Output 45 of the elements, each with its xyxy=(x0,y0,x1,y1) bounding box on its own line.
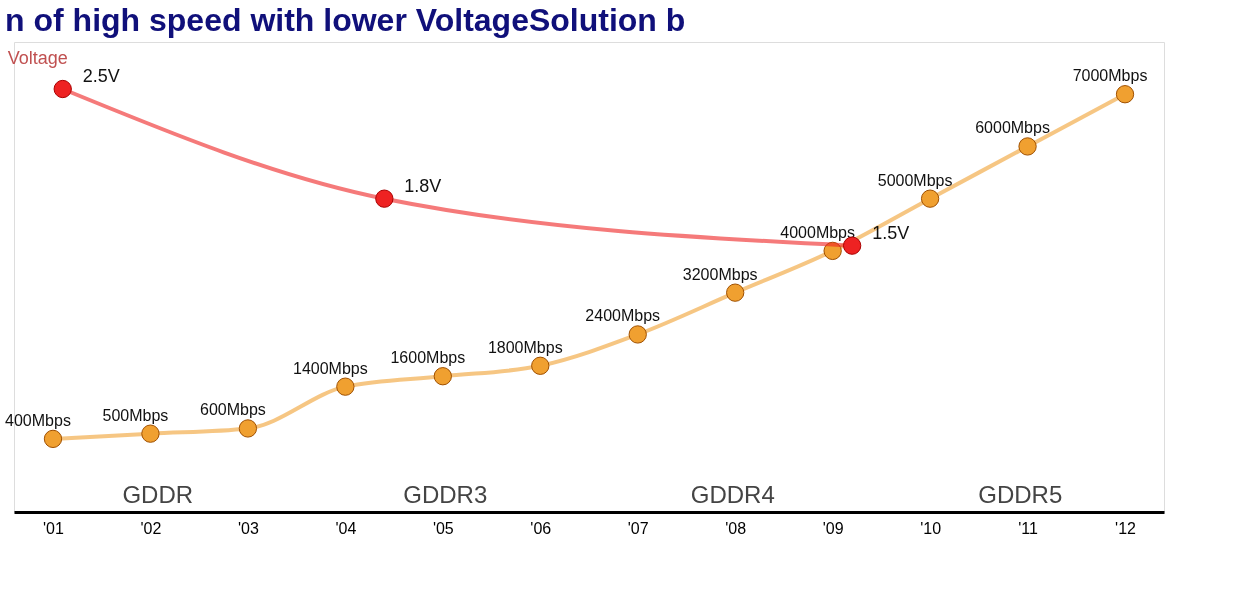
point xyxy=(238,419,258,438)
point xyxy=(1018,137,1037,156)
text: GDDR xyxy=(122,481,194,508)
point xyxy=(433,367,452,386)
point xyxy=(726,283,745,302)
point xyxy=(823,241,842,261)
data-label: 400Mbps xyxy=(5,411,71,429)
data-label: 5000Mbps xyxy=(877,171,953,189)
point xyxy=(336,377,355,396)
data-label: 4000Mbps xyxy=(780,223,855,241)
x-tick-label: '01 xyxy=(43,519,65,537)
data-label: 1.8V xyxy=(404,175,442,196)
data-label: 3200Mbps xyxy=(682,265,758,283)
data-label: 1400Mbps xyxy=(293,359,368,377)
x-tick-label: '09 xyxy=(822,519,844,537)
x-tick-label: '03 xyxy=(237,519,259,537)
point xyxy=(628,325,647,344)
x-tick-label: '05 xyxy=(432,519,454,537)
point xyxy=(531,356,550,375)
x-tick-label: '12 xyxy=(1115,519,1137,537)
text: GDDR4 xyxy=(690,481,775,508)
x-tick-label: '02 xyxy=(140,519,162,537)
text: GDDR3 xyxy=(403,481,488,508)
series-label: Voltage xyxy=(7,48,68,68)
point xyxy=(43,429,63,449)
x-tick-label: '11 xyxy=(1018,519,1038,537)
x-tick-label: '08 xyxy=(725,519,747,537)
data-label: 1600Mbps xyxy=(390,349,466,367)
data-label: 6000Mbps xyxy=(975,119,1050,137)
data-label: 1800Mbps xyxy=(487,338,563,356)
point xyxy=(141,424,160,443)
point xyxy=(920,189,940,208)
x-tick-label: '04 xyxy=(335,519,357,537)
point xyxy=(1115,85,1135,104)
data-label: 2.5V xyxy=(82,66,120,86)
data-label: 2400Mbps xyxy=(585,307,661,325)
data-label: 600Mbps xyxy=(199,401,266,419)
x-tick-label: '06 xyxy=(530,519,552,537)
text: GDDR5 xyxy=(978,481,1063,508)
data-label: 1.5V xyxy=(872,222,910,243)
data-label: 500Mbps xyxy=(102,406,169,424)
x-tick-label: '10 xyxy=(920,519,942,537)
data-label: 7000Mbps xyxy=(1072,67,1148,85)
x-tick-label: '07 xyxy=(627,519,649,537)
chart-title: n of high speed with lower VoltageSolution b xyxy=(5,2,686,38)
